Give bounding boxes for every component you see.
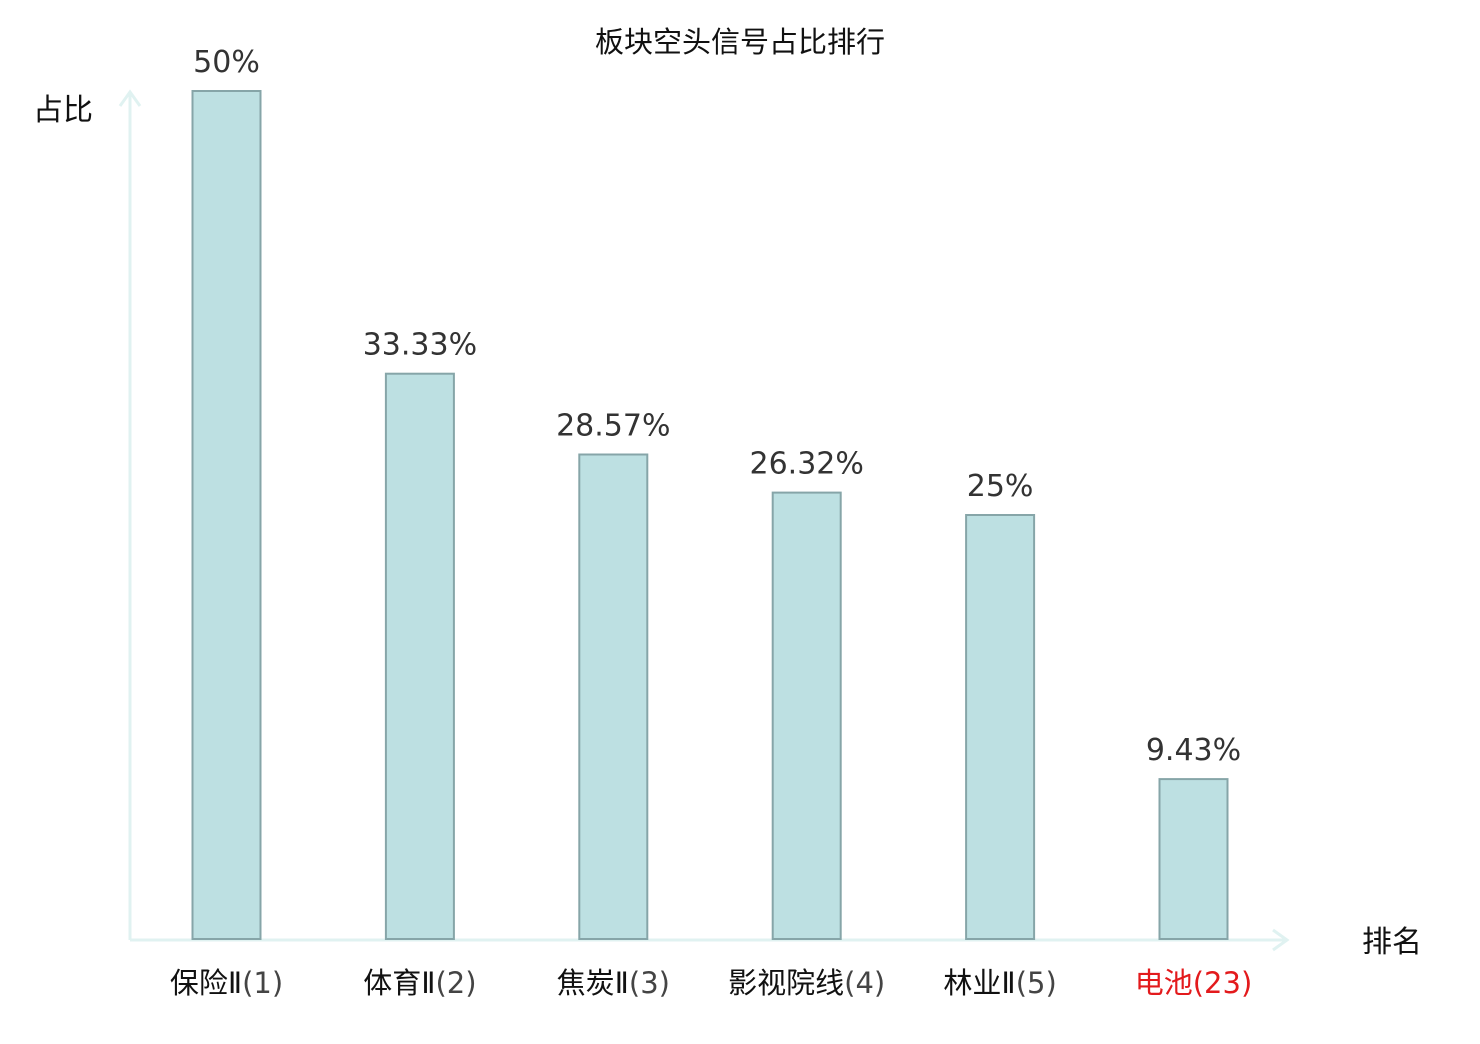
category-rank-3: (3) xyxy=(629,966,670,1000)
category-label-6: 电池(23) xyxy=(1135,966,1253,1000)
category-name-3: 焦炭Ⅱ xyxy=(557,966,629,1000)
chart-title: 板块空头信号占比排行 xyxy=(595,25,885,59)
value-label-4: 26.32% xyxy=(750,447,864,482)
bar-2 xyxy=(384,372,455,940)
value-label-6: 9.43% xyxy=(1146,733,1241,768)
x-axis-label: 排名 xyxy=(1362,925,1422,960)
category-label-2: 体育Ⅱ(2) xyxy=(363,966,476,1000)
y-axis-label: 占比 xyxy=(33,93,93,128)
category-label-3: 焦炭Ⅱ(3) xyxy=(557,966,670,1000)
value-label-2: 33.33% xyxy=(363,328,477,363)
category-name-2: 体育Ⅱ xyxy=(363,966,435,1000)
category-label-1: 保险Ⅱ(1) xyxy=(170,966,283,1000)
category-rank-5: (5) xyxy=(1016,966,1057,1000)
category-name-6: 电池 xyxy=(1135,966,1193,1000)
category-label-5: 林业Ⅱ(5) xyxy=(943,966,1056,1000)
value-label-3: 28.57% xyxy=(556,409,670,444)
bar-3 xyxy=(578,453,649,940)
bar-4 xyxy=(771,491,842,940)
bar-6 xyxy=(1158,778,1229,940)
category-rank-1: (1) xyxy=(242,966,283,1000)
category-rank-6: (23) xyxy=(1193,966,1253,1000)
x-axis: 排名 xyxy=(130,925,1422,960)
value-label-1: 50% xyxy=(193,45,260,80)
bars-layer xyxy=(191,90,1229,940)
x-axis-arrowhead xyxy=(1272,928,1290,952)
bar-5 xyxy=(965,514,1036,940)
category-labels-layer: 保险Ⅱ(1) 体育Ⅱ(2) 焦炭Ⅱ(3) 影视院线(4) 林业Ⅱ(5) 电池(23) xyxy=(170,966,1252,1000)
category-rank-2: (2) xyxy=(435,966,476,1000)
category-label-4: 影视院线(4) xyxy=(728,966,885,1000)
value-label-5: 25% xyxy=(967,469,1034,504)
category-name-4: 影视院线 xyxy=(728,966,844,1000)
category-rank-4: (4) xyxy=(844,966,885,1000)
y-axis: 占比 xyxy=(33,89,142,940)
category-name-5: 林业Ⅱ xyxy=(943,966,1015,1000)
category-name-1: 保险Ⅱ xyxy=(170,966,242,1000)
y-axis-arrowhead xyxy=(118,89,142,107)
value-labels-layer: 50% 33.33% 28.57% 26.32% 25% 9.43% xyxy=(193,45,1241,768)
bar-1 xyxy=(191,90,262,940)
